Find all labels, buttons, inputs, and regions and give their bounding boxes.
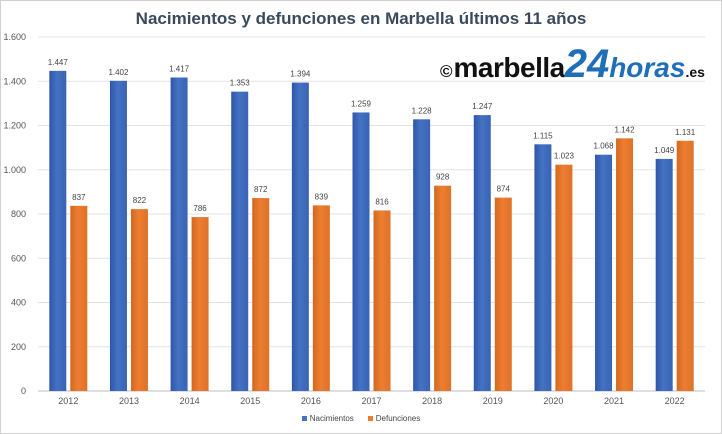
x-tick-label: 2017 xyxy=(361,396,381,406)
bar-nacimientos-2019 xyxy=(473,115,491,391)
bar-nacimientos-2021 xyxy=(595,154,613,391)
bar-defunciones-2019 xyxy=(494,197,512,391)
bar-nacimientos-2015 xyxy=(231,91,249,392)
y-tick-label: 600 xyxy=(11,253,26,263)
x-tick-label: 2021 xyxy=(604,396,624,406)
x-tick-label: 2022 xyxy=(665,396,685,406)
data-label: 1.131 xyxy=(675,128,696,137)
data-label: 1.417 xyxy=(169,64,190,73)
legend-label-defunciones: Defunciones xyxy=(375,414,421,423)
bar-nacimientos-2014 xyxy=(170,77,188,392)
bar-nacimientos-2013 xyxy=(109,80,127,392)
y-tick-label: 800 xyxy=(11,209,26,219)
x-tick-label: 2014 xyxy=(180,396,200,406)
bar-defunciones-2012 xyxy=(70,205,88,391)
chart-title: Nacimientos y defunciones en Marbella úl… xyxy=(135,9,587,28)
data-label: 1.259 xyxy=(351,99,372,108)
watermark-tld: .es xyxy=(685,64,705,80)
data-label: 839 xyxy=(315,192,329,201)
y-tick-label: 400 xyxy=(11,298,26,308)
bar-nacimientos-2017 xyxy=(352,112,370,391)
y-tick-label: 0 xyxy=(21,386,26,396)
bar-defunciones-2015 xyxy=(252,198,270,391)
bar-defunciones-2014 xyxy=(191,217,209,391)
x-tick-label: 2015 xyxy=(240,396,260,406)
legend-swatch-defunciones xyxy=(367,416,373,421)
watermark-copyright: © xyxy=(440,62,453,81)
bar-nacimientos-2020 xyxy=(534,144,552,391)
bar-defunciones-2022 xyxy=(676,140,694,391)
data-label: 822 xyxy=(133,196,147,205)
x-axis: 2012 2013 2014 2015 2016 2017 2018 2019 2020 2021… xyxy=(58,396,684,406)
data-label: 874 xyxy=(497,185,511,194)
bar-nacimientos-2022 xyxy=(655,158,673,391)
y-tick-label: 200 xyxy=(11,342,26,352)
x-tick-label: 2019 xyxy=(483,396,503,406)
watermark-logo: © marbella 24 horas .es xyxy=(440,44,705,84)
bar-defunciones-2017 xyxy=(373,210,391,391)
legend-swatch-nacimientos xyxy=(301,416,307,421)
watermark-brand: marbella xyxy=(453,52,566,83)
legend-item-nacimientos: Nacimientos xyxy=(301,414,354,423)
y-tick-label: 1.600 xyxy=(3,32,26,42)
data-label: 1.115 xyxy=(533,131,553,140)
bar-defunciones-2021 xyxy=(616,138,634,391)
data-labels: 1.447 837 1.402 822 1.417 786 1.353 872 1.394 839… xyxy=(48,58,696,213)
bar-nacimientos-2018 xyxy=(413,119,431,392)
legend-label-nacimientos: Nacimientos xyxy=(309,414,354,423)
y-tick-label: 1.000 xyxy=(3,165,26,175)
data-label: 1.068 xyxy=(594,142,615,151)
data-label: 928 xyxy=(436,173,450,182)
x-tick-label: 2012 xyxy=(58,396,78,406)
data-label: 816 xyxy=(375,197,389,206)
legend: Nacimientos Defunciones xyxy=(0,414,722,423)
bar-defunciones-2020 xyxy=(555,164,573,391)
data-label: 1.447 xyxy=(48,58,69,67)
y-tick-label: 1.400 xyxy=(3,76,26,86)
data-label: 1.049 xyxy=(654,146,675,155)
x-tick-label: 2013 xyxy=(119,396,139,406)
data-label: 786 xyxy=(193,204,207,213)
watermark-number: 24 xyxy=(564,42,610,86)
data-label: 872 xyxy=(254,185,268,194)
y-tick-label: 1.200 xyxy=(3,121,26,131)
bar-nacimientos-2016 xyxy=(291,82,309,391)
legend-item-defunciones: Defunciones xyxy=(367,414,421,423)
data-label: 1.247 xyxy=(472,102,493,111)
watermark-suffix: horas xyxy=(609,52,686,83)
bar-defunciones-2016 xyxy=(312,205,330,391)
bar-defunciones-2018 xyxy=(434,185,452,391)
data-label: 1.402 xyxy=(108,68,129,77)
data-label: 837 xyxy=(72,193,86,202)
data-label: 1.353 xyxy=(230,79,251,88)
y-axis: 0 200 400 600 800 1.000 1.200 1.400 1.600 xyxy=(3,32,26,396)
x-tick-label: 2020 xyxy=(543,396,563,406)
data-label: 1.228 xyxy=(412,106,433,115)
gridlines xyxy=(38,36,705,392)
data-label: 1.023 xyxy=(554,152,575,161)
bars xyxy=(49,70,694,392)
x-tick-label: 2016 xyxy=(301,396,321,406)
data-label: 1.142 xyxy=(615,125,636,134)
x-tick-label: 2018 xyxy=(422,396,442,406)
data-label: 1.394 xyxy=(290,70,311,79)
bar-nacimientos-2012 xyxy=(49,70,67,391)
bar-defunciones-2013 xyxy=(130,209,148,391)
